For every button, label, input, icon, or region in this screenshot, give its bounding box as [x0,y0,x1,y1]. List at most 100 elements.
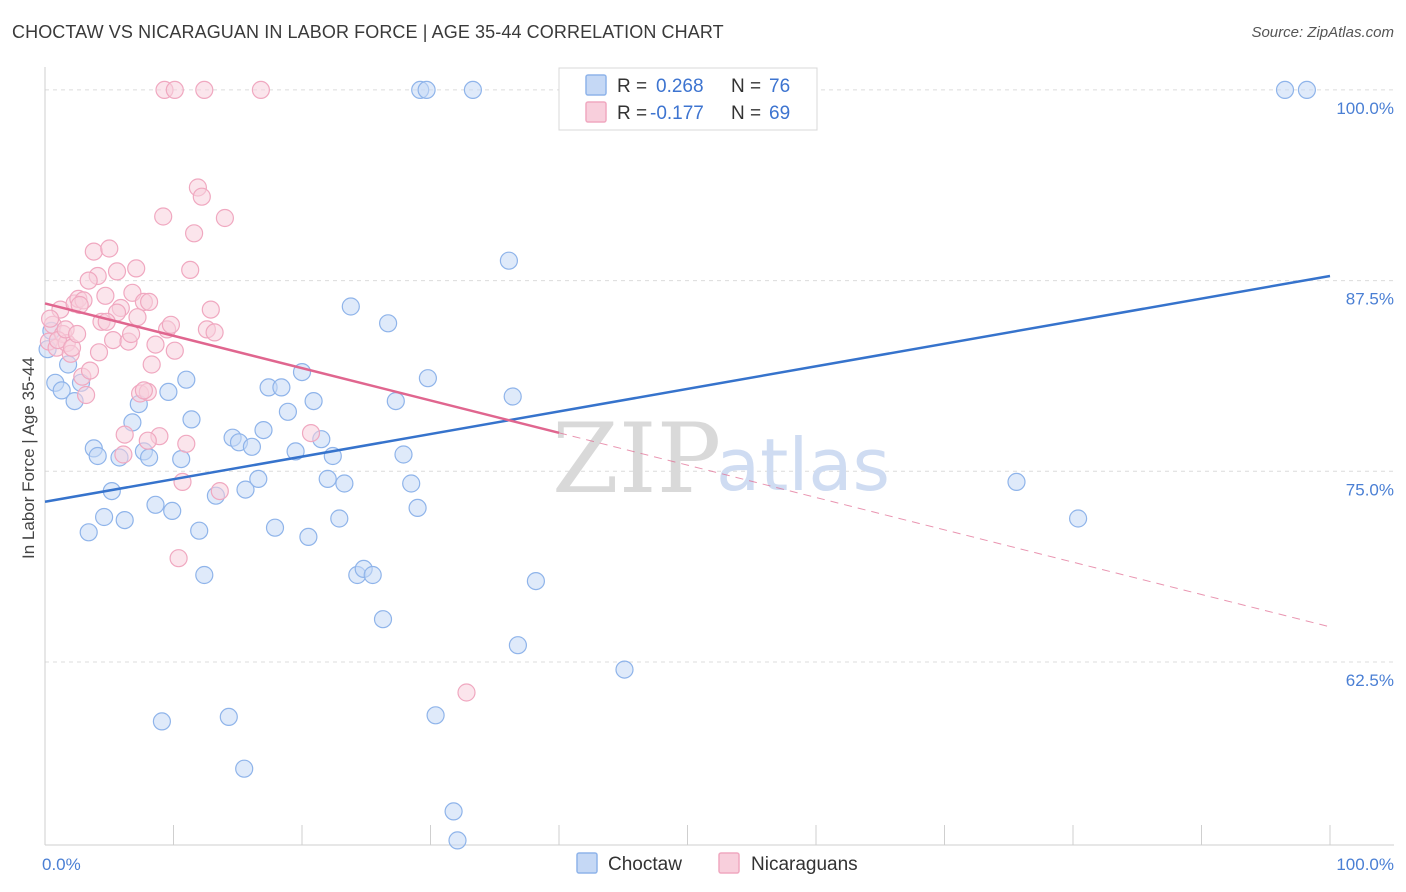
point-nicaraguans-44 [210,482,229,501]
point-choctaw-2 [52,381,71,400]
point-choctaw-55 [394,445,413,464]
point-choctaw-23 [182,410,201,429]
point-choctaw-48 [341,297,360,316]
point-choctaw-71 [463,80,482,100]
legend-r-label-nicaraguans: R = [617,103,647,124]
point-nicaraguans-61 [251,80,270,100]
y-tick-labels: 100.0% 87.5% 75.0% 62.5% [1336,99,1394,690]
point-nicaraguans-33 [165,341,184,360]
y-tick-label-3: 62.5% [1346,671,1394,690]
point-nicaraguans-47 [89,343,109,362]
legend-r-label-choctaw: R = [617,76,647,97]
point-choctaw-59 [426,706,445,725]
point-choctaw-30 [235,759,254,778]
point-choctaw-47 [335,474,354,493]
chart-title: CHOCTAW VS NICARAGUAN IN LABOR FORCE | A… [12,22,724,42]
point-nicaraguans-62 [301,424,321,443]
point-choctaw-42 [304,392,323,411]
point-nicaraguans-16 [100,239,119,258]
legend-r-value-nicaraguans: -0.177 [650,103,704,124]
point-nicaraguans-56 [70,295,89,315]
y-axis-title: In Labor Force | Age 35-44 [19,357,38,559]
point-choctaw-53 [379,314,398,333]
point-nicaraguans-34 [169,549,188,568]
point-nicaraguans-30 [154,207,173,226]
gridlines [45,89,1394,663]
axes [44,67,1394,846]
point-nicaraguans-65 [67,324,87,344]
legend-box: R = 0.268 N = 76 R = -0.177 N = 69 [558,67,818,131]
point-choctaw-37 [272,378,291,397]
point-nicaraguans-38 [185,224,204,243]
source-label: Source: ZipAtlas.com [1251,24,1394,41]
bottom-legend-swatch-nicaraguans [718,852,740,874]
point-choctaw-8 [88,446,107,466]
point-choctaw-51 [363,565,382,585]
point-choctaw-17 [146,495,165,514]
point-choctaw-22 [177,370,196,389]
point-nicaraguans-67 [140,292,159,311]
y-tick-label-1: 87.5% [1346,290,1394,309]
point-nicaraguans-60 [195,80,214,100]
point-choctaw-32 [242,437,261,456]
point-choctaw-36 [265,518,285,537]
bottom-legend-swatch-choctaw [576,852,598,874]
point-choctaw-67 [1007,472,1026,491]
point-choctaw-68 [1068,509,1088,528]
point-choctaw-62 [499,251,518,270]
point-choctaw-39 [286,442,305,461]
point-choctaw-31 [236,480,255,499]
point-choctaw-63 [503,387,522,406]
point-choctaw-44 [318,469,337,488]
point-nicaraguans-15 [96,286,115,305]
point-choctaw-38 [278,402,297,421]
point-choctaw-66 [615,660,634,679]
point-choctaw-74 [1297,80,1317,100]
watermark-atlas: atlas [716,423,890,507]
point-nicaraguans-23 [127,259,146,278]
point-choctaw-20 [163,501,182,520]
point-nicaraguans-45 [215,208,234,228]
point-choctaw-24 [190,521,209,540]
point-choctaw-6 [79,523,98,542]
legend-n-label-choctaw: N = [731,76,761,97]
legend-swatch-nicaraguans [585,101,607,123]
watermark-zip: ZIP [552,403,721,515]
point-choctaw-33 [249,469,268,488]
point-choctaw-52 [373,610,393,629]
point-nicaraguans-11 [80,361,100,380]
bottom-legend: Choctaw Nicaraguans [576,852,858,875]
point-choctaw-34 [254,421,273,440]
point-nicaraguans-28 [146,335,165,354]
legend-n-label-nicaraguans: N = [731,103,761,124]
legend-n-value-choctaw: 76 [769,76,790,97]
point-nicaraguans-27 [142,355,161,374]
point-choctaw-56 [402,474,421,493]
point-nicaraguans-20 [115,425,134,444]
trend-line-nicaraguans [44,302,560,435]
point-choctaw-21 [172,450,191,469]
point-nicaraguans-17 [103,331,123,350]
point-choctaw-65 [526,571,546,591]
point-choctaw-25 [195,565,214,585]
point-nicaraguans-66 [97,312,116,331]
point-choctaw-57 [408,498,427,517]
point-nicaraguans-49 [114,445,133,464]
bottom-legend-label-choctaw: Choctaw [608,854,682,875]
bottom-legend-label-nicaraguans: Nicaraguans [751,854,858,875]
point-nicaraguans-12 [84,242,103,261]
legend-r-value-choctaw: 0.268 [656,76,704,97]
point-nicaraguans-51 [128,308,147,327]
point-choctaw-58 [418,369,437,388]
point-nicaraguans-18 [107,262,127,281]
watermark: ZIP atlas [552,403,890,515]
point-nicaraguans-50 [122,324,141,344]
x-tick-label-max: 100.0% [1336,855,1394,874]
point-nicaraguans-36 [177,434,196,453]
point-choctaw-64 [508,636,528,655]
point-choctaw-18 [152,712,171,731]
point-choctaw-27 [219,707,238,727]
point-nicaraguans-42 [201,300,220,319]
point-nicaraguans-59 [165,80,184,100]
